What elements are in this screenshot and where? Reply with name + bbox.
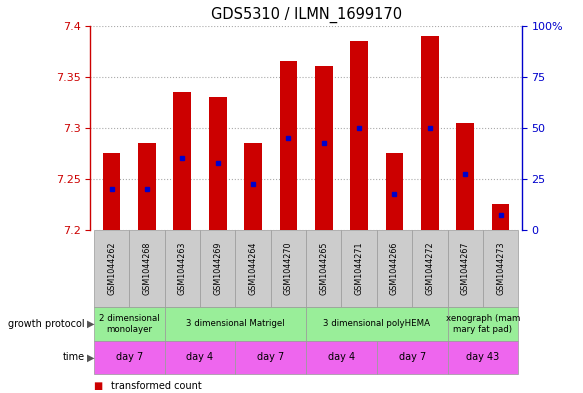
- Bar: [200, 230, 236, 307]
- Bar: [209, 97, 227, 230]
- Bar: [350, 41, 368, 230]
- Bar: [456, 123, 474, 230]
- Text: GSM1044268: GSM1044268: [142, 242, 152, 295]
- Bar: [94, 341, 164, 374]
- Text: transformed count: transformed count: [111, 381, 202, 391]
- Text: ▶: ▶: [87, 353, 95, 362]
- Text: day 7: day 7: [257, 353, 285, 362]
- Text: GSM1044269: GSM1044269: [213, 241, 222, 295]
- Text: day 43: day 43: [466, 353, 500, 362]
- Text: 2 dimensional
monolayer: 2 dimensional monolayer: [99, 314, 160, 334]
- Text: GSM1044271: GSM1044271: [354, 241, 364, 295]
- Bar: [448, 230, 483, 307]
- Text: GSM1044265: GSM1044265: [319, 241, 328, 295]
- Text: growth protocol: growth protocol: [8, 319, 85, 329]
- Bar: [491, 204, 510, 230]
- Bar: [342, 230, 377, 307]
- Bar: [94, 307, 164, 341]
- Bar: [164, 307, 306, 341]
- Bar: [271, 230, 306, 307]
- Text: day 4: day 4: [328, 353, 355, 362]
- Bar: [448, 307, 518, 341]
- Text: GSM1044264: GSM1044264: [248, 242, 258, 295]
- Text: GSM1044267: GSM1044267: [461, 241, 470, 295]
- Text: GSM1044270: GSM1044270: [284, 241, 293, 295]
- Bar: [306, 341, 377, 374]
- Bar: [174, 92, 191, 230]
- Bar: [164, 341, 236, 374]
- Bar: [280, 61, 297, 230]
- Text: 3 dimensional Matrigel: 3 dimensional Matrigel: [186, 320, 285, 328]
- Bar: [236, 341, 306, 374]
- Bar: [377, 230, 412, 307]
- Bar: [306, 230, 342, 307]
- Text: 3 dimensional polyHEMA: 3 dimensional polyHEMA: [324, 320, 430, 328]
- Text: GSM1044273: GSM1044273: [496, 241, 505, 295]
- Text: GSM1044272: GSM1044272: [426, 241, 434, 295]
- Text: ▶: ▶: [87, 319, 95, 329]
- Bar: [129, 230, 164, 307]
- Text: GSM1044266: GSM1044266: [390, 242, 399, 295]
- Text: time: time: [62, 353, 85, 362]
- Bar: [164, 230, 200, 307]
- Bar: [138, 143, 156, 230]
- Bar: [483, 230, 518, 307]
- Bar: [412, 230, 448, 307]
- Bar: [244, 143, 262, 230]
- Bar: [421, 36, 438, 230]
- Bar: [315, 66, 332, 230]
- Text: ■: ■: [93, 381, 103, 391]
- Bar: [103, 153, 121, 230]
- Bar: [236, 230, 271, 307]
- Bar: [377, 341, 448, 374]
- Bar: [385, 153, 403, 230]
- Text: GSM1044263: GSM1044263: [178, 242, 187, 295]
- Title: GDS5310 / ILMN_1699170: GDS5310 / ILMN_1699170: [210, 7, 402, 23]
- Bar: [448, 341, 518, 374]
- Text: day 7: day 7: [115, 353, 143, 362]
- Text: day 4: day 4: [187, 353, 213, 362]
- Bar: [94, 230, 129, 307]
- Text: xenograph (mam
mary fat pad): xenograph (mam mary fat pad): [445, 314, 520, 334]
- Text: GSM1044262: GSM1044262: [107, 241, 116, 295]
- Text: day 7: day 7: [399, 353, 426, 362]
- Bar: [306, 307, 448, 341]
